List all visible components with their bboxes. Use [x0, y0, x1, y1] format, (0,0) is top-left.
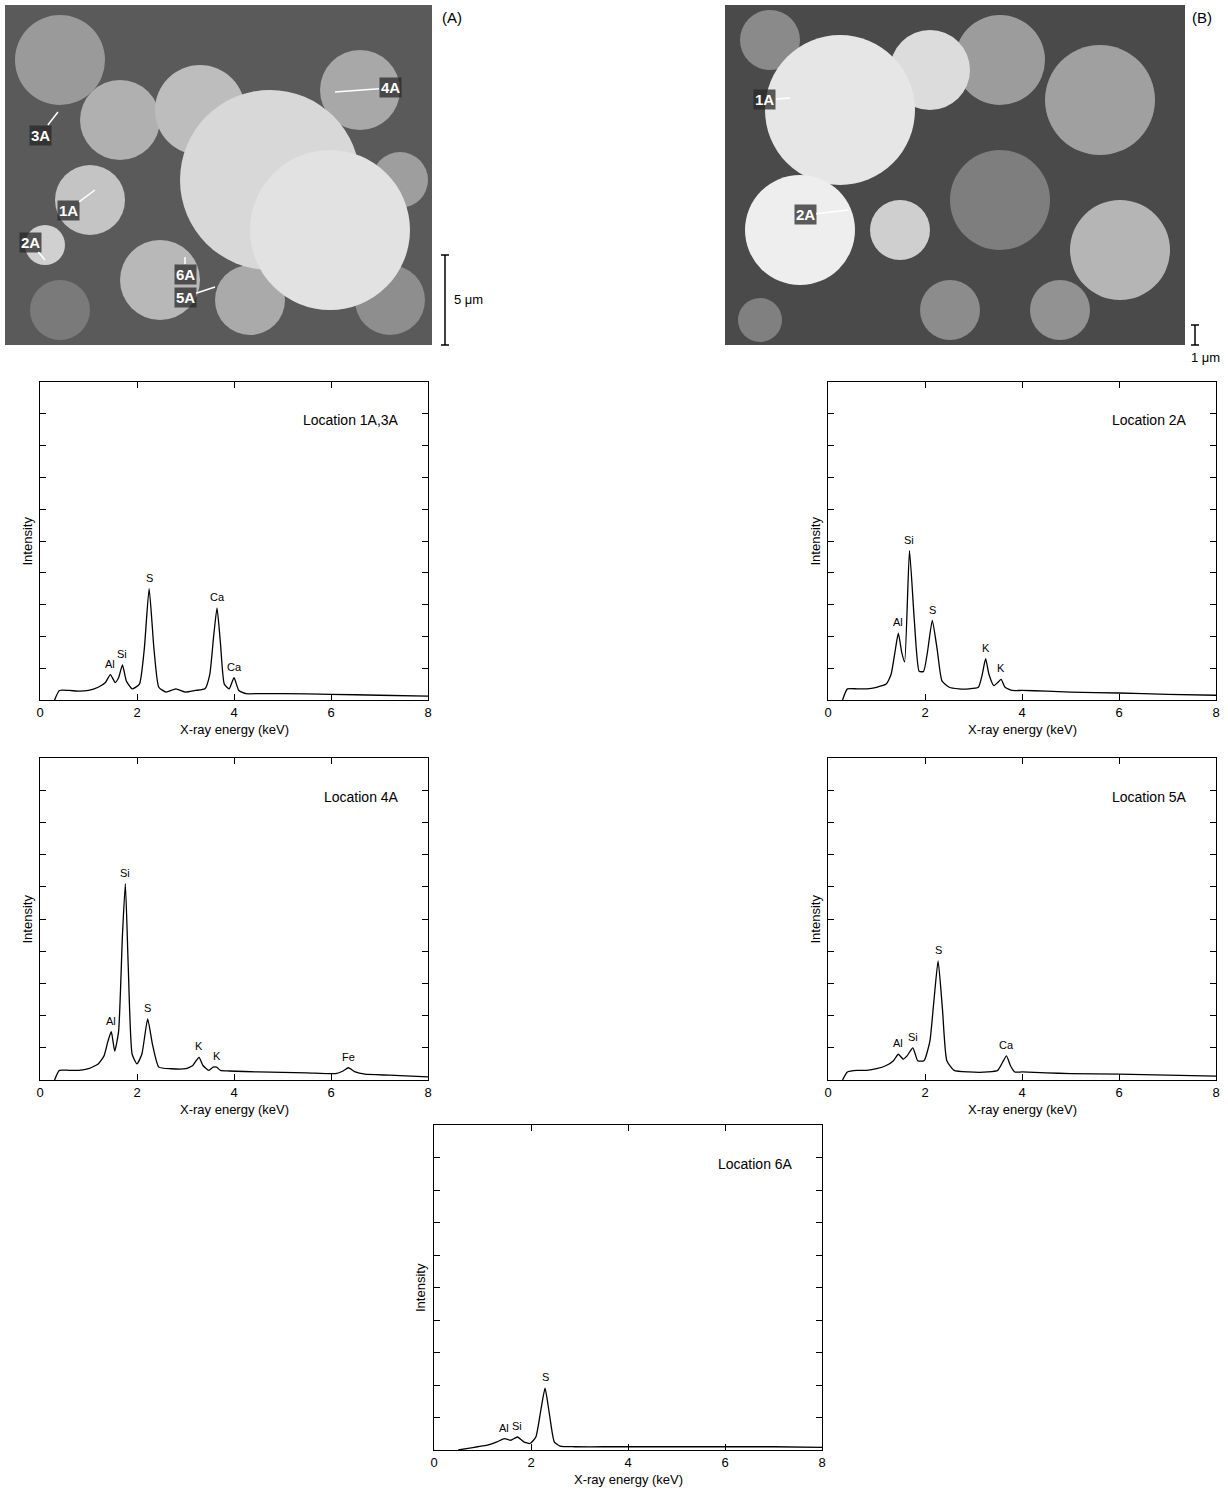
svg-text:3A: 3A	[31, 127, 50, 144]
svg-text:Location 2A: Location 2A	[1112, 412, 1187, 428]
svg-text:8: 8	[1212, 1085, 1219, 1100]
svg-text:K: K	[213, 1050, 221, 1062]
svg-text:8: 8	[424, 1085, 431, 1100]
svg-text:8: 8	[1212, 705, 1219, 720]
svg-text:Intensity: Intensity	[808, 517, 823, 566]
svg-text:2: 2	[133, 1085, 140, 1100]
svg-text:Intensity: Intensity	[808, 895, 823, 944]
svg-text:4: 4	[1018, 1085, 1025, 1100]
svg-text:S: S	[144, 1002, 151, 1014]
svg-text:6: 6	[327, 705, 334, 720]
svg-text:K: K	[997, 662, 1005, 674]
svg-text:4: 4	[230, 1085, 237, 1100]
svg-text:K: K	[195, 1040, 203, 1052]
svg-text:4: 4	[230, 705, 237, 720]
svg-text:2: 2	[921, 1085, 928, 1100]
svg-text:0: 0	[36, 705, 43, 720]
svg-text:0: 0	[824, 1085, 831, 1100]
svg-text:6A: 6A	[176, 266, 195, 283]
svg-text:S: S	[935, 944, 942, 956]
svg-text:Ca: Ca	[210, 591, 225, 603]
svg-text:Intensity: Intensity	[20, 895, 35, 944]
svg-text:(A): (A)	[442, 9, 462, 26]
svg-text:8: 8	[424, 705, 431, 720]
svg-text:K: K	[982, 642, 990, 654]
svg-text:Intensity: Intensity	[413, 1263, 428, 1312]
svg-text:2A: 2A	[796, 206, 815, 223]
svg-text:Location 1A,3A: Location 1A,3A	[303, 412, 399, 428]
svg-text:6: 6	[1115, 1085, 1122, 1100]
svg-text:Si: Si	[908, 1031, 918, 1043]
svg-text:1A: 1A	[755, 91, 774, 108]
svg-text:6: 6	[721, 1455, 728, 1470]
svg-text:Si: Si	[120, 867, 130, 879]
svg-text:1 μm: 1 μm	[1191, 350, 1220, 365]
svg-text:5 μm: 5 μm	[454, 292, 483, 307]
svg-text:Ca: Ca	[999, 1039, 1014, 1051]
svg-text:2: 2	[921, 705, 928, 720]
svg-text:S: S	[542, 1371, 549, 1383]
svg-text:X-ray energy (keV): X-ray energy (keV)	[968, 1102, 1077, 1117]
svg-text:5A: 5A	[176, 289, 195, 306]
svg-text:Al: Al	[105, 658, 115, 670]
svg-text:Intensity: Intensity	[20, 517, 35, 566]
svg-text:1A: 1A	[59, 202, 78, 219]
svg-text:6: 6	[1115, 705, 1122, 720]
svg-text:Al: Al	[106, 1015, 116, 1027]
svg-text:6: 6	[327, 1085, 334, 1100]
svg-text:8: 8	[818, 1455, 825, 1470]
svg-text:Al: Al	[499, 1422, 509, 1434]
svg-text:Ca: Ca	[227, 661, 242, 673]
svg-text:X-ray energy (keV): X-ray energy (keV)	[180, 1102, 289, 1117]
svg-text:0: 0	[430, 1455, 437, 1470]
svg-text:Si: Si	[904, 534, 914, 546]
svg-text:Fe: Fe	[342, 1051, 355, 1063]
svg-text:2A: 2A	[21, 234, 40, 251]
svg-text:0: 0	[36, 1085, 43, 1100]
svg-text:Location 4A: Location 4A	[324, 789, 399, 805]
svg-text:X-ray energy (keV): X-ray energy (keV)	[574, 1472, 683, 1487]
svg-text:(B): (B)	[1192, 9, 1212, 26]
svg-text:S: S	[929, 604, 936, 616]
svg-text:Al: Al	[893, 616, 903, 628]
svg-text:X-ray energy (keV): X-ray energy (keV)	[968, 722, 1077, 737]
svg-text:X-ray energy (keV): X-ray energy (keV)	[180, 722, 289, 737]
svg-text:4A: 4A	[381, 79, 400, 96]
svg-text:Location 6A: Location 6A	[718, 1156, 793, 1172]
svg-text:4: 4	[1018, 705, 1025, 720]
svg-text:Si: Si	[117, 648, 127, 660]
svg-text:2: 2	[133, 705, 140, 720]
svg-text:Location 5A: Location 5A	[1112, 789, 1187, 805]
svg-text:0: 0	[824, 705, 831, 720]
svg-text:Al: Al	[893, 1037, 903, 1049]
svg-text:2: 2	[527, 1455, 534, 1470]
svg-text:4: 4	[624, 1455, 631, 1470]
svg-text:S: S	[146, 572, 153, 584]
svg-text:Si: Si	[512, 1420, 522, 1432]
